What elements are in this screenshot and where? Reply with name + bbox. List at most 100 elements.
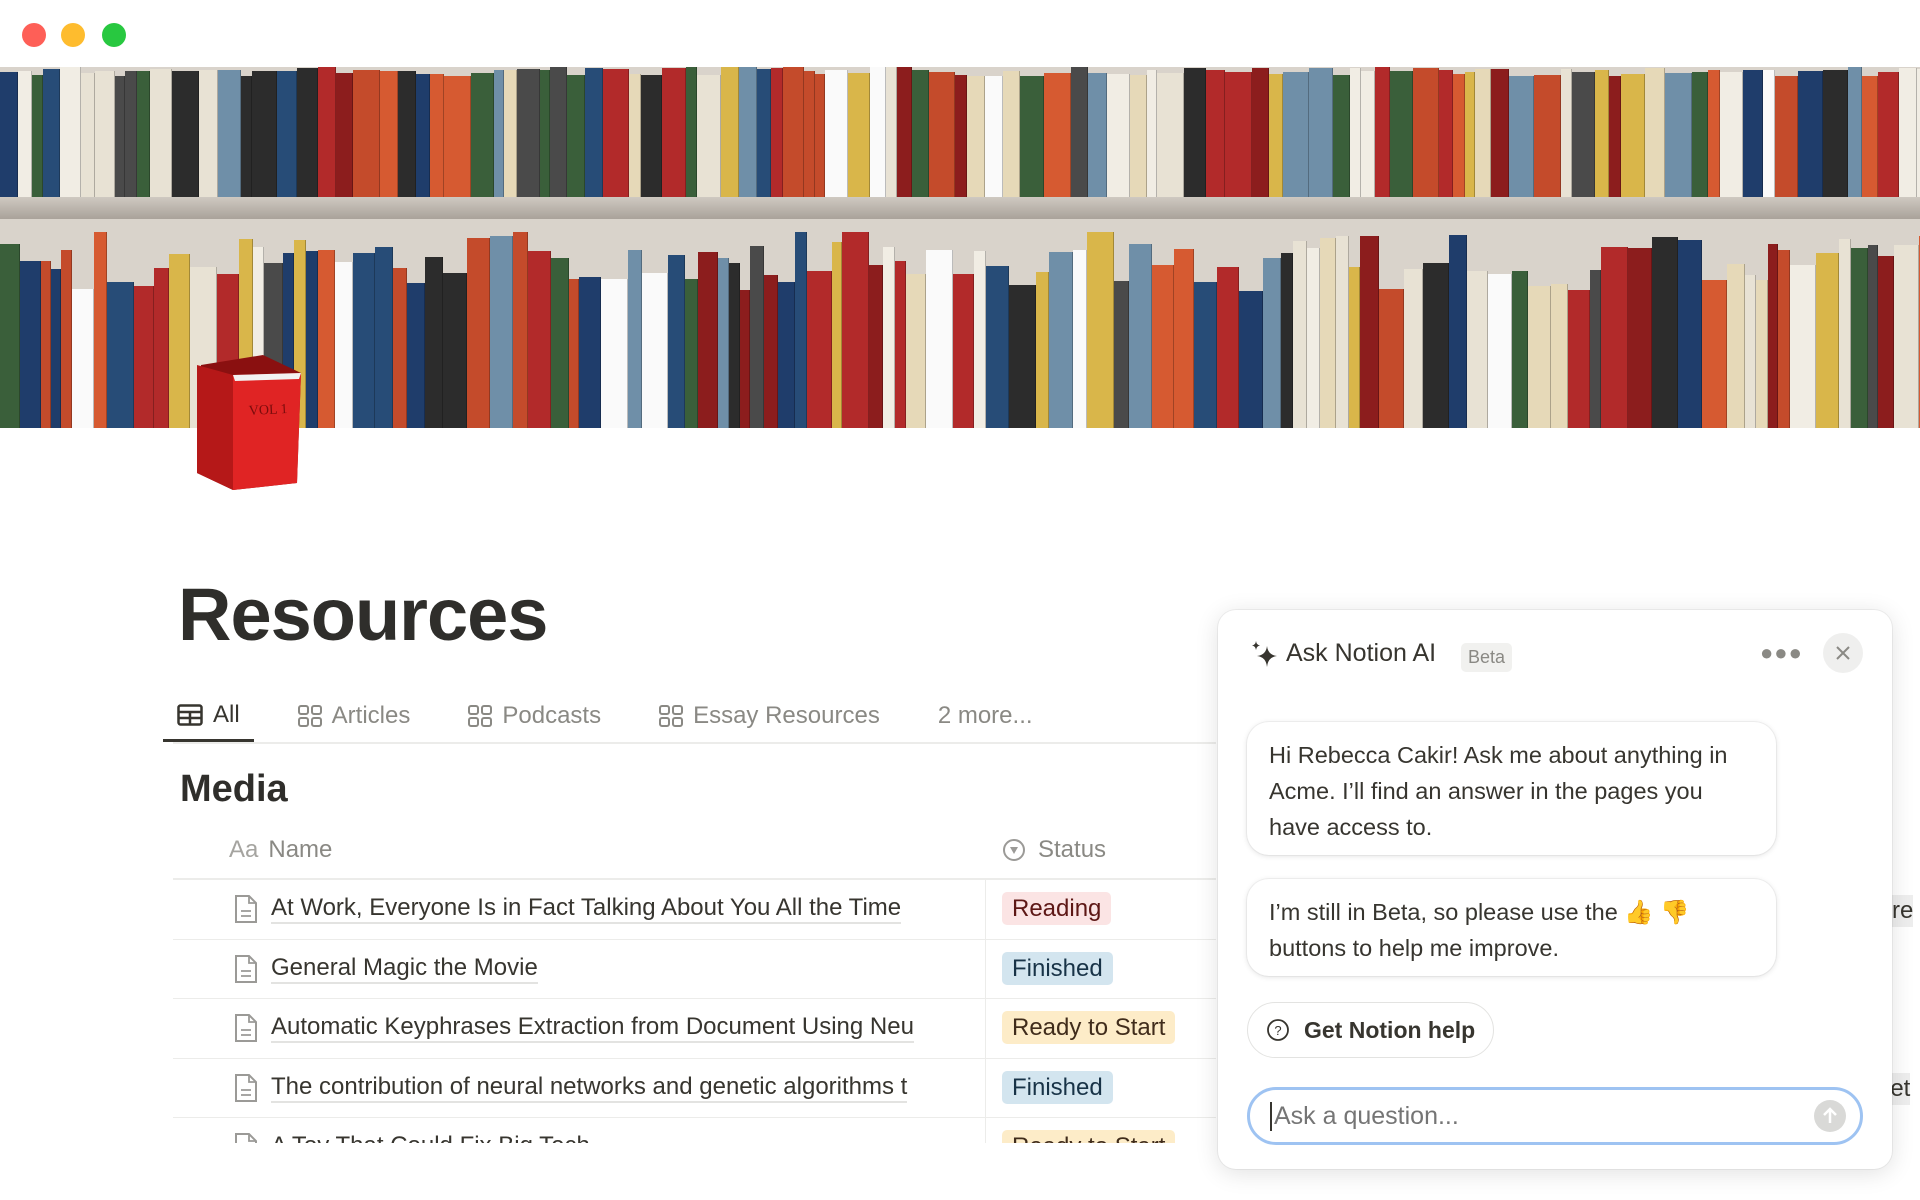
column-name[interactable]: Aa Name (173, 836, 986, 864)
name-cell[interactable]: A Toy That Could Fix Big Tech (173, 1118, 986, 1143)
book-spine (380, 71, 398, 197)
book-spine (842, 232, 869, 428)
tab-more[interactable]: 2 more... (924, 690, 1047, 742)
page-link[interactable]: The contribution of neural networks and … (271, 1073, 908, 1103)
name-cell[interactable]: At Work, Everyone Is in Fact Talking Abo… (173, 880, 986, 939)
table-row[interactable]: At Work, Everyone Is in Fact Talking Abo… (173, 880, 1216, 940)
name-cell[interactable]: The contribution of neural networks and … (173, 1058, 986, 1117)
table-row[interactable]: Automatic Keyphrases Extraction from Doc… (173, 999, 1216, 1059)
book-spine (1768, 244, 1778, 428)
column-status[interactable]: Status (986, 836, 1106, 864)
more-options-button[interactable]: ●●● (1760, 640, 1803, 665)
status-cell[interactable]: Ready to Start (986, 1130, 1176, 1143)
book-spine (870, 67, 886, 197)
book-spine (1475, 69, 1491, 197)
book-spine (974, 251, 986, 428)
page-link[interactable]: A Toy That Could Fix Big Tech (271, 1132, 590, 1143)
ai-message: I’m still in Beta, so please use the 👍 👎… (1247, 879, 1776, 976)
book-spine (771, 68, 783, 197)
book-spine (897, 67, 912, 197)
tab-podcasts[interactable]: Podcasts (454, 690, 615, 742)
book-spine (697, 75, 721, 197)
book-spine (241, 76, 252, 197)
page-title: Resources (178, 573, 548, 656)
book-spine (883, 247, 895, 428)
get-notion-help-button[interactable]: ? Get Notion help (1247, 1002, 1495, 1058)
book-spine (1129, 244, 1152, 428)
book-spine (306, 251, 318, 428)
status-cell[interactable]: Finished (986, 951, 1113, 985)
book-spine (1174, 249, 1194, 428)
table-row[interactable]: A Toy That Could Fix Big Tech Ready to S… (173, 1118, 1216, 1143)
book-spine (985, 76, 1003, 197)
column-label: Name (268, 836, 333, 863)
tab-essay-resources[interactable]: Essay Resources (645, 690, 894, 742)
red-book-icon[interactable]: VOL 1 (193, 355, 305, 490)
close-window-button[interactable] (22, 23, 46, 47)
book-spine (729, 263, 740, 428)
status-cell[interactable]: Finished (986, 1070, 1113, 1104)
page-link[interactable]: At Work, Everyone Is in Fact Talking Abo… (271, 894, 902, 925)
book-spine (1087, 232, 1114, 428)
name-cell[interactable]: Automatic Keyphrases Extraction from Doc… (173, 999, 986, 1058)
book-spine (353, 253, 375, 428)
book-spine (1206, 70, 1225, 197)
book-spine (783, 67, 804, 197)
button-label: Get Notion help (1304, 1016, 1476, 1043)
status-cell[interactable]: Reading (986, 892, 1112, 926)
book-spine (895, 261, 906, 428)
book-spine (848, 73, 870, 197)
book-spine (218, 70, 241, 197)
book-spine (494, 70, 504, 197)
book-spine (444, 76, 471, 197)
status-badge: Reading (1002, 892, 1112, 926)
book-spine (318, 67, 336, 197)
arrow-up-icon (1823, 1107, 1837, 1123)
book-spine (1152, 265, 1174, 428)
book-spine (1071, 67, 1088, 197)
book-spine (1194, 282, 1217, 428)
book-spine (1720, 72, 1743, 197)
peek-cell-text: re (1892, 895, 1914, 927)
media-table: Aa Name Status At Work, Everyone Is in F… (173, 822, 1216, 1143)
name-cell[interactable]: General Magic the Movie (173, 939, 986, 998)
book-spine (94, 232, 107, 428)
book-spine (567, 75, 585, 197)
book-spine (641, 75, 662, 197)
book-spine (1868, 245, 1878, 428)
book-spine (353, 70, 380, 197)
minimize-window-button[interactable] (61, 23, 85, 47)
book-spine (1036, 272, 1049, 428)
book-spine (1692, 72, 1708, 197)
book-spine (1020, 76, 1044, 197)
book-spine (1320, 238, 1336, 428)
close-panel-button[interactable] (1823, 633, 1863, 673)
send-button[interactable] (1814, 1100, 1846, 1132)
view-tabs: All Articles Podcasts Essay Resources 2 … (163, 690, 1216, 744)
book-spine (1823, 70, 1848, 197)
question-input[interactable] (1270, 1101, 1814, 1131)
page-link[interactable]: General Magic the Movie (271, 954, 538, 984)
book-spine (0, 244, 20, 428)
book-spine (1413, 68, 1439, 197)
book-spine (569, 279, 579, 428)
book-spine (1309, 68, 1333, 197)
tab-articles[interactable]: Articles (284, 690, 425, 742)
book-spine (51, 269, 61, 428)
book-spine (137, 71, 150, 197)
book-spine (20, 261, 41, 428)
table-row[interactable]: The contribution of neural networks and … (173, 1058, 1216, 1118)
maximize-window-button[interactable] (102, 23, 126, 47)
book-spine (490, 236, 513, 428)
tab-all[interactable]: All (163, 690, 254, 742)
book-spine (795, 232, 807, 428)
book-spine (804, 71, 815, 197)
book-spine (1899, 68, 1917, 197)
book-spine (1379, 289, 1404, 428)
table-row[interactable]: General Magic the Movie Finished (173, 939, 1216, 999)
status-cell[interactable]: Ready to Start (986, 1011, 1176, 1045)
book-spine (1491, 69, 1509, 197)
page-link[interactable]: Automatic Keyphrases Extraction from Doc… (271, 1013, 914, 1044)
book-spine (375, 247, 393, 428)
book-spine (967, 76, 985, 197)
